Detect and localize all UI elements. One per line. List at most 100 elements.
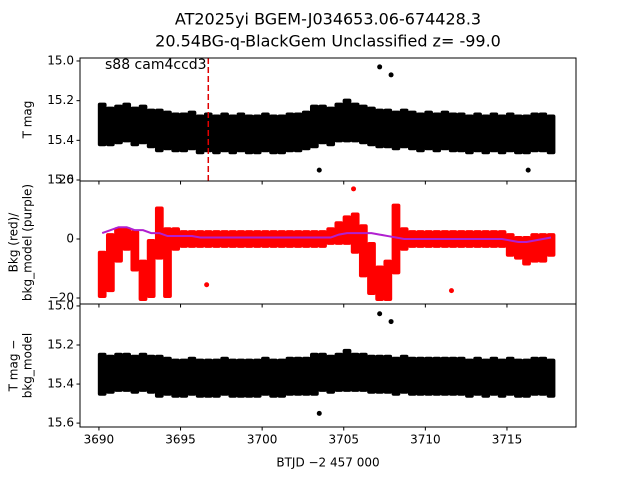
errorbar-band (285, 112, 295, 153)
errorbar-band (383, 259, 393, 301)
outlier-point (377, 64, 383, 70)
errorbar-band (465, 358, 474, 398)
errorbar-band (97, 250, 107, 299)
errorbar-band (334, 352, 344, 392)
errorbar-band (187, 230, 197, 248)
errorbar-band (171, 227, 181, 251)
errorbar-band (399, 354, 409, 394)
errorbar-band (212, 114, 221, 155)
plot-area (97, 186, 556, 301)
errorbar-band (473, 112, 482, 153)
errorbar-band (505, 356, 515, 396)
errorbar-band (228, 230, 238, 248)
errorbar-band (293, 230, 303, 248)
chart-title: AT2025yi BGEM-J034653.06-674428.3 (175, 10, 481, 29)
errorbar-band (171, 112, 181, 153)
errorbar-band (473, 356, 482, 396)
errorbar-band (261, 230, 270, 248)
errorbar-band (163, 356, 172, 396)
x-tick-label: 3700 (247, 433, 278, 447)
errorbar-band (187, 110, 197, 151)
errorbar-band (334, 102, 344, 143)
errorbar-band (440, 110, 450, 151)
errorbar-band (538, 356, 548, 396)
chart-title: 20.54BG-q-BlackGem Unclassified z= -99.0 (155, 32, 501, 51)
errorbar-band (326, 354, 336, 394)
errorbar-band (546, 233, 556, 257)
errorbar-band (187, 356, 197, 396)
errorbar-band (546, 114, 556, 155)
errorbar-band (293, 356, 303, 396)
errorbar-band (514, 358, 523, 398)
x-axis-label: BTJD −2 457 000 (276, 456, 379, 470)
x-tick-label: 3705 (328, 433, 359, 447)
errorbar-band (399, 108, 409, 149)
errorbar-band (277, 114, 287, 155)
errorbar-band (261, 356, 270, 396)
y-tick-label: 20 (59, 172, 74, 186)
errorbar-band (114, 227, 123, 263)
errorbar-band (505, 233, 515, 257)
y-tick-label: 15.2 (47, 338, 74, 352)
errorbar-band (358, 352, 368, 392)
errorbar-band (350, 102, 360, 143)
errorbar-band (114, 104, 123, 145)
y-tick-label: 15.4 (47, 377, 74, 391)
errorbar-band (97, 352, 107, 396)
errorbar-band (130, 354, 140, 394)
errorbar-band (383, 354, 393, 394)
errorbar-band (285, 230, 295, 248)
outlier-point (388, 319, 394, 325)
errorbar-band (138, 104, 148, 145)
errorbar-band (122, 227, 132, 251)
errorbar-band (114, 352, 123, 392)
errorbar-band (309, 352, 319, 396)
errorbar-band (105, 354, 115, 394)
model-line (101, 226, 552, 243)
errorbar-band (244, 114, 254, 155)
errorbar-band (489, 356, 499, 396)
plot-area (97, 64, 556, 173)
errorbar-band (285, 356, 295, 396)
errorbar-band (309, 104, 319, 149)
errorbar-band (358, 104, 368, 145)
errorbar-band (407, 356, 417, 396)
errorbar-band (195, 358, 205, 398)
errorbar-band (261, 112, 270, 153)
errorbar-band (416, 356, 425, 396)
errorbar-band (432, 356, 442, 396)
errorbar-band (146, 108, 156, 149)
y-tick-label: 15.6 (47, 173, 74, 187)
y-tick-label: 0 (66, 232, 74, 246)
y-tick-label: 15.6 (47, 416, 74, 430)
errorbar-band (309, 230, 319, 248)
errorbar-band (342, 348, 352, 392)
errorbar-band (138, 259, 148, 301)
errorbar-band (252, 230, 262, 248)
errorbar-band (318, 230, 327, 248)
errorbar-band (195, 114, 205, 155)
errorbar-band (179, 230, 189, 248)
y-tick-label: 15.2 (47, 93, 74, 107)
errorbar-band (301, 230, 311, 248)
errorbar-band (301, 110, 311, 151)
x-tick-label: 3695 (165, 433, 196, 447)
y-axis-label: T mag (21, 101, 35, 140)
errorbar-band (391, 110, 401, 151)
errorbar-band (244, 230, 254, 248)
errorbar-band (375, 265, 385, 301)
errorbar-band (383, 108, 393, 149)
outlier-point (316, 410, 322, 416)
errorbar-band (236, 112, 246, 153)
outlier-point (448, 288, 454, 294)
errorbar-band (318, 352, 327, 392)
errorbar-band (179, 358, 189, 398)
errorbar-band (293, 112, 303, 153)
errorbar-band (326, 106, 336, 147)
errorbar-band (424, 356, 434, 396)
errorbar-band (391, 203, 401, 275)
errorbar-band (326, 227, 336, 245)
errorbar-band (203, 230, 213, 248)
errorbar-band (514, 114, 523, 155)
